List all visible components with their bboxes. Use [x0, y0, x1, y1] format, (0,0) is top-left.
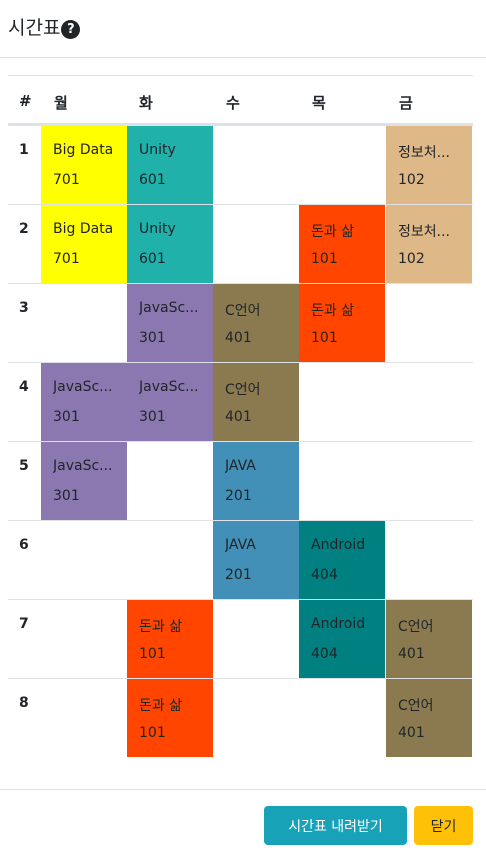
table-row: 8 돈과 삶 101 C언어 401 [8, 678, 473, 757]
modal-header: 시간표 ? [0, 0, 486, 58]
class-cell[interactable]: C언어 401 [213, 284, 299, 362]
period-number: 4 [19, 379, 29, 395]
class-name: JAVA [225, 537, 256, 553]
class-room: 601 [139, 251, 166, 267]
class-name: JavaSc... [53, 379, 113, 395]
class-cell[interactable]: JavaSc... 301 [127, 363, 213, 441]
class-room: 301 [139, 330, 166, 346]
header-tue: 화 [139, 94, 153, 112]
class-name: JavaSc... [139, 300, 199, 316]
class-name: C언어 [398, 619, 434, 635]
class-room: 701 [53, 251, 80, 267]
class-cell[interactable]: JAVA 201 [213, 521, 299, 599]
class-room: 101 [311, 330, 338, 346]
class-room: 101 [139, 725, 166, 741]
class-name: Big Data [53, 142, 114, 158]
class-cell[interactable]: Android 404 [299, 600, 385, 678]
class-name: Unity [139, 142, 176, 158]
class-cell[interactable]: Android 404 [299, 521, 385, 599]
class-cell[interactable]: Unity 601 [127, 205, 213, 283]
class-cell[interactable]: C언어 401 [213, 363, 299, 441]
class-room: 401 [225, 409, 252, 425]
table-row: 5 JavaSc... 301 JAVA 201 [8, 441, 473, 520]
class-name: JAVA [225, 458, 256, 474]
class-name: 정보처... [398, 145, 450, 161]
class-cell[interactable]: Big Data 701 [41, 205, 127, 283]
class-room: 201 [225, 567, 252, 583]
period-number: 7 [19, 616, 29, 632]
question-circle-icon[interactable]: ? [61, 19, 81, 39]
class-cell[interactable]: Unity 601 [127, 126, 213, 204]
class-cell[interactable]: JavaSc... 301 [41, 363, 127, 441]
period-number: 6 [19, 537, 29, 553]
class-room: 401 [225, 330, 252, 346]
class-cell[interactable]: 돈과 삶 101 [127, 600, 213, 678]
header-mon: 월 [54, 94, 68, 112]
download-timetable-button[interactable]: 시간표 내려받기 [264, 806, 407, 845]
class-name: Big Data [53, 221, 114, 237]
class-room: 301 [53, 488, 80, 504]
class-cell[interactable]: 정보처... 102 [386, 205, 472, 283]
modal-title: 시간표 [8, 17, 61, 39]
class-cell[interactable]: C언어 401 [386, 679, 472, 757]
period-number: 5 [19, 458, 29, 474]
class-room: 701 [53, 172, 80, 188]
class-cell[interactable]: JavaSc... 301 [41, 442, 127, 520]
class-room: 404 [311, 646, 338, 662]
period-number: 1 [19, 142, 29, 158]
class-name: 돈과 삶 [139, 619, 183, 635]
class-name: C언어 [225, 382, 261, 398]
period-number: 2 [19, 221, 29, 237]
class-room: 101 [311, 251, 338, 267]
class-room: 601 [139, 172, 166, 188]
class-room: 102 [398, 172, 425, 188]
class-cell[interactable]: JavaSc... 301 [127, 284, 213, 362]
class-cell[interactable]: Big Data 701 [41, 126, 127, 204]
class-name: JavaSc... [53, 458, 113, 474]
header-fri: 금 [399, 94, 413, 112]
period-number: 3 [19, 300, 29, 316]
class-name: 돈과 삶 [311, 224, 355, 240]
table-row: 2 Big Data 701 Unity 601 돈과 삶 101 정보처... 102 [8, 204, 473, 283]
class-room: 201 [225, 488, 252, 504]
class-room: 401 [398, 725, 425, 741]
table-row: 4 JavaSc... 301 JavaSc... 301 C언어 401 [8, 362, 473, 441]
class-room: 404 [311, 567, 338, 583]
timetable-header: # 월 화 수 목 금 [8, 75, 473, 125]
class-name: C언어 [398, 698, 434, 714]
class-cell[interactable]: JAVA 201 [213, 442, 299, 520]
class-cell[interactable]: 돈과 삶 101 [127, 679, 213, 757]
class-cell[interactable]: 돈과 삶 101 [299, 205, 385, 283]
class-room: 101 [139, 646, 166, 662]
class-name: 돈과 삶 [311, 303, 355, 319]
header-wed: 수 [226, 94, 240, 112]
class-cell[interactable]: C언어 401 [386, 600, 472, 678]
close-button[interactable]: 닫기 [414, 806, 473, 845]
class-room: 301 [53, 409, 80, 425]
period-number: 8 [19, 695, 29, 711]
class-room: 102 [398, 251, 425, 267]
class-name: 돈과 삶 [139, 698, 183, 714]
class-room: 401 [398, 646, 425, 662]
table-row: 6 JAVA 201 Android 404 [8, 520, 473, 599]
header-number: # [19, 92, 32, 110]
table-row: 7 돈과 삶 101 Android 404 C언어 401 [8, 599, 473, 678]
class-cell[interactable]: 돈과 삶 101 [299, 284, 385, 362]
class-cell[interactable]: 정보처... 102 [386, 126, 472, 204]
class-name: Android [311, 616, 366, 632]
class-name: Android [311, 537, 366, 553]
table-row: 3 JavaSc... 301 C언어 401 돈과 삶 101 [8, 283, 473, 362]
class-name: Unity [139, 221, 176, 237]
table-row: 1 Big Data 701 Unity 601 정보처... 102 [8, 125, 473, 204]
class-name: 정보처... [398, 224, 450, 240]
class-name: C언어 [225, 303, 261, 319]
modal-title-wrap: 시간표 ? [8, 16, 81, 40]
modal-footer: 시간표 내려받기 닫기 [0, 789, 486, 857]
class-room: 301 [139, 409, 166, 425]
class-name: JavaSc... [139, 379, 199, 395]
header-thu: 목 [312, 94, 326, 112]
